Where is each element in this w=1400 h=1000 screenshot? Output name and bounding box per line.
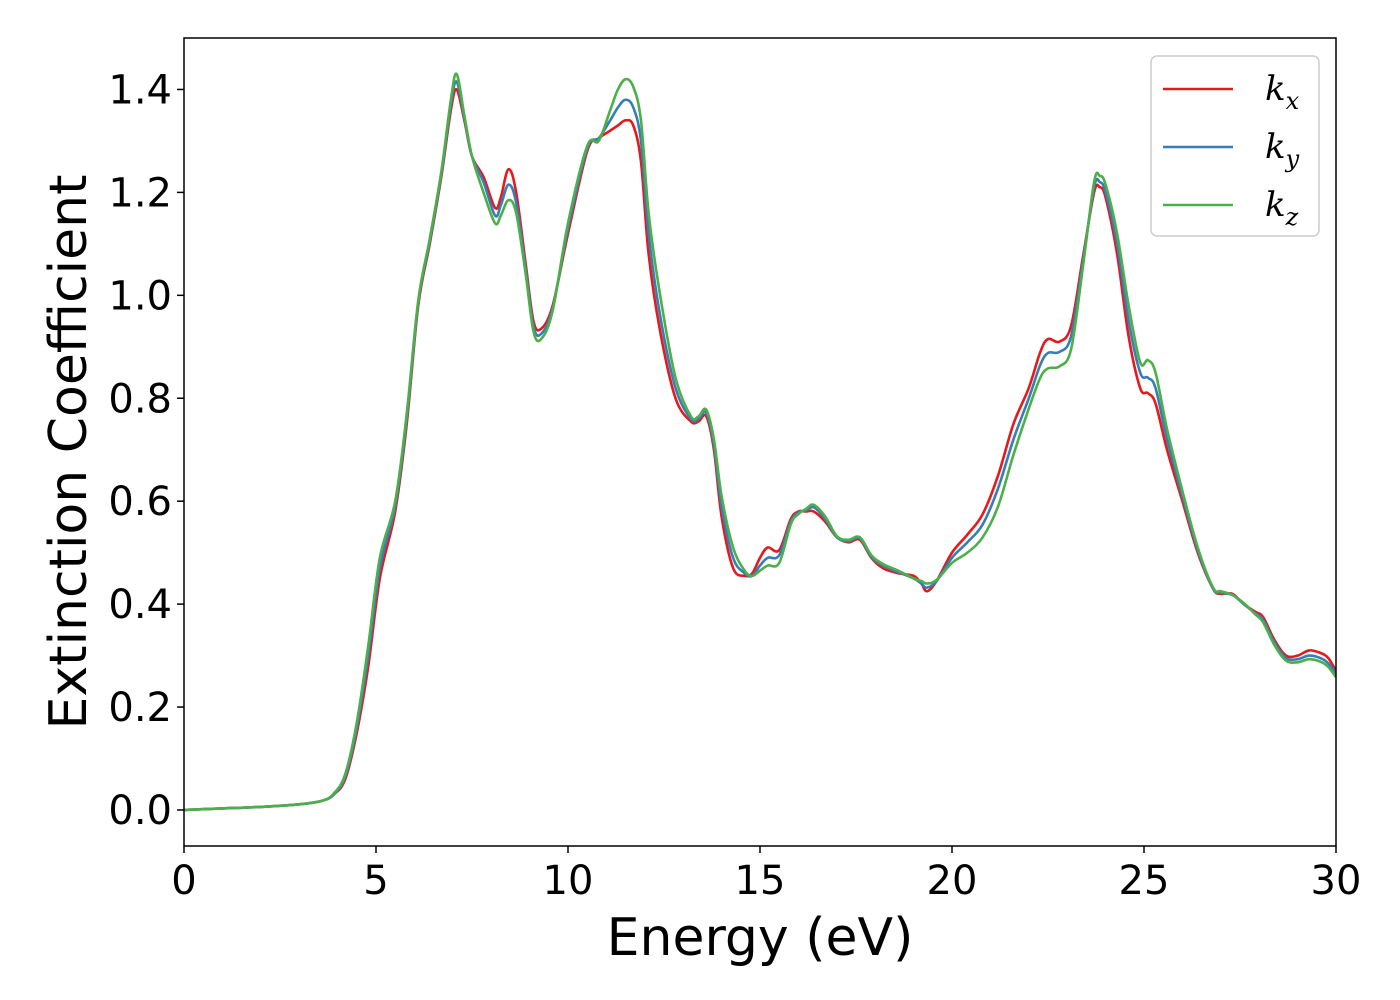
legend-label-k-x: kx bbox=[1265, 69, 1300, 115]
legend-label-subscript: z bbox=[1285, 203, 1299, 231]
legend-label-main: k bbox=[1265, 69, 1286, 109]
x-tick-label: 30 bbox=[1311, 858, 1362, 904]
legend-label-subscript: x bbox=[1286, 87, 1300, 115]
x-axis-label: Energy (eV) bbox=[607, 908, 914, 968]
legend-box bbox=[1150, 55, 1320, 237]
legend-label-subscript: y bbox=[1285, 145, 1300, 173]
x-tick-label: 5 bbox=[363, 858, 388, 904]
y-tick-label: 1.0 bbox=[108, 273, 172, 319]
x-tick-label: 10 bbox=[543, 858, 594, 904]
y-tick-label: 0.6 bbox=[108, 479, 172, 525]
legend-label-main: k bbox=[1265, 185, 1286, 225]
series-layer bbox=[184, 72, 1336, 812]
series-line-k-y bbox=[184, 80, 1336, 812]
x-axis: 0 5 10 15 20 25 30 bbox=[171, 846, 1361, 904]
series-line-k-z bbox=[184, 72, 1336, 812]
x-tick-label: 20 bbox=[927, 858, 978, 904]
y-axis: 0.0 0.2 0.4 0.6 0.8 1.0 1.2 1.4 bbox=[108, 67, 184, 834]
y-tick-label: 1.4 bbox=[108, 67, 172, 113]
y-tick-label: 0.2 bbox=[108, 685, 172, 731]
y-tick-label: 0.0 bbox=[108, 788, 172, 834]
x-tick-label: 0 bbox=[171, 858, 196, 904]
x-tick-label: 25 bbox=[1119, 858, 1170, 904]
legend-label-main: k bbox=[1265, 127, 1286, 167]
legend-label-k-y: ky bbox=[1265, 127, 1300, 173]
y-tick-label: 0.4 bbox=[108, 582, 172, 628]
y-tick-label: 0.8 bbox=[108, 376, 172, 422]
legend-label-k-z: kz bbox=[1265, 185, 1299, 231]
series-line-k-x bbox=[184, 87, 1336, 812]
x-tick-label: 15 bbox=[735, 858, 786, 904]
y-axis-label: Extinction Coefficient bbox=[39, 175, 99, 730]
y-tick-label: 1.2 bbox=[108, 170, 172, 216]
